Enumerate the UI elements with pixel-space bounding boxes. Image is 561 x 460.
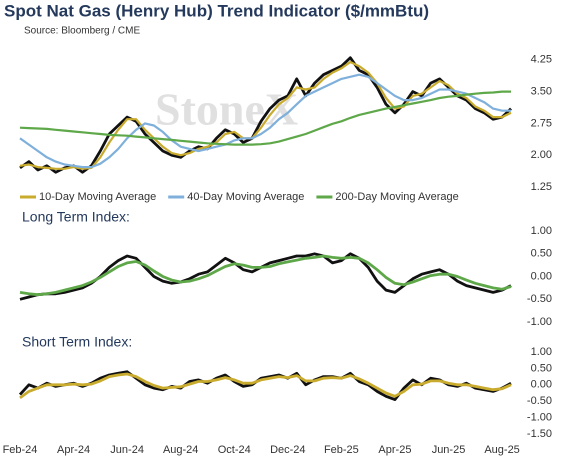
y-tick-label: 0.00 [531,379,552,391]
x-tick-label: Feb-25 [324,444,359,456]
series-line [19,90,511,146]
series-line [19,254,512,297]
panel-title: Short Term Index: [22,334,132,350]
y-tick-label: 0.50 [531,362,552,374]
series-line [19,252,512,301]
y-tick-label: -0.50 [527,293,552,305]
panel-title: Long Term Index: [22,209,130,225]
series-line [18,370,512,401]
series-line [19,73,511,169]
y-tick-label: 0.00 [531,270,552,282]
x-tick-label: Jun-24 [110,444,144,456]
y-tick-label: 4.25 [531,54,552,66]
x-tick-label: Apr-24 [57,444,90,456]
y-tick-label: 3.50 [531,86,552,98]
x-tick-label: Jun-25 [432,444,466,456]
y-tick-label: 1.25 [531,181,552,193]
y-tick-label: -1.00 [527,316,552,328]
legend-label: 40-Day Moving Average [187,191,304,203]
chart-subtitle: Source: Bloomberg / CME [24,26,140,37]
chart-title: Spot Nat Gas (Henry Hub) Trend Indicator… [4,1,429,20]
x-tick-label: Aug-25 [484,444,519,456]
watermark: StoneX [155,84,298,135]
x-tick-label: Dec-24 [270,444,305,456]
x-tick-label: Feb-24 [3,444,38,456]
series-line [19,60,512,170]
y-tick-label: 0.50 [531,248,552,260]
series-line [19,372,512,400]
series-line [19,56,512,174]
y-tick-label: 1.00 [531,225,552,237]
y-tick-label: 2.00 [531,149,552,161]
x-tick-label: Apr-25 [378,444,411,456]
legend-label: 200-Day Moving Average [335,191,458,203]
y-tick-label: 2.75 [531,117,552,129]
y-tick-label: -0.50 [527,395,552,407]
x-tick-label: Oct-24 [218,444,251,456]
legend-label: 10-Day Moving Average [39,191,156,203]
y-tick-label: -1.00 [527,412,552,424]
x-tick-label: Aug-24 [163,444,198,456]
y-tick-label: 1.00 [531,346,552,358]
y-tick-label: -1.50 [527,428,552,440]
